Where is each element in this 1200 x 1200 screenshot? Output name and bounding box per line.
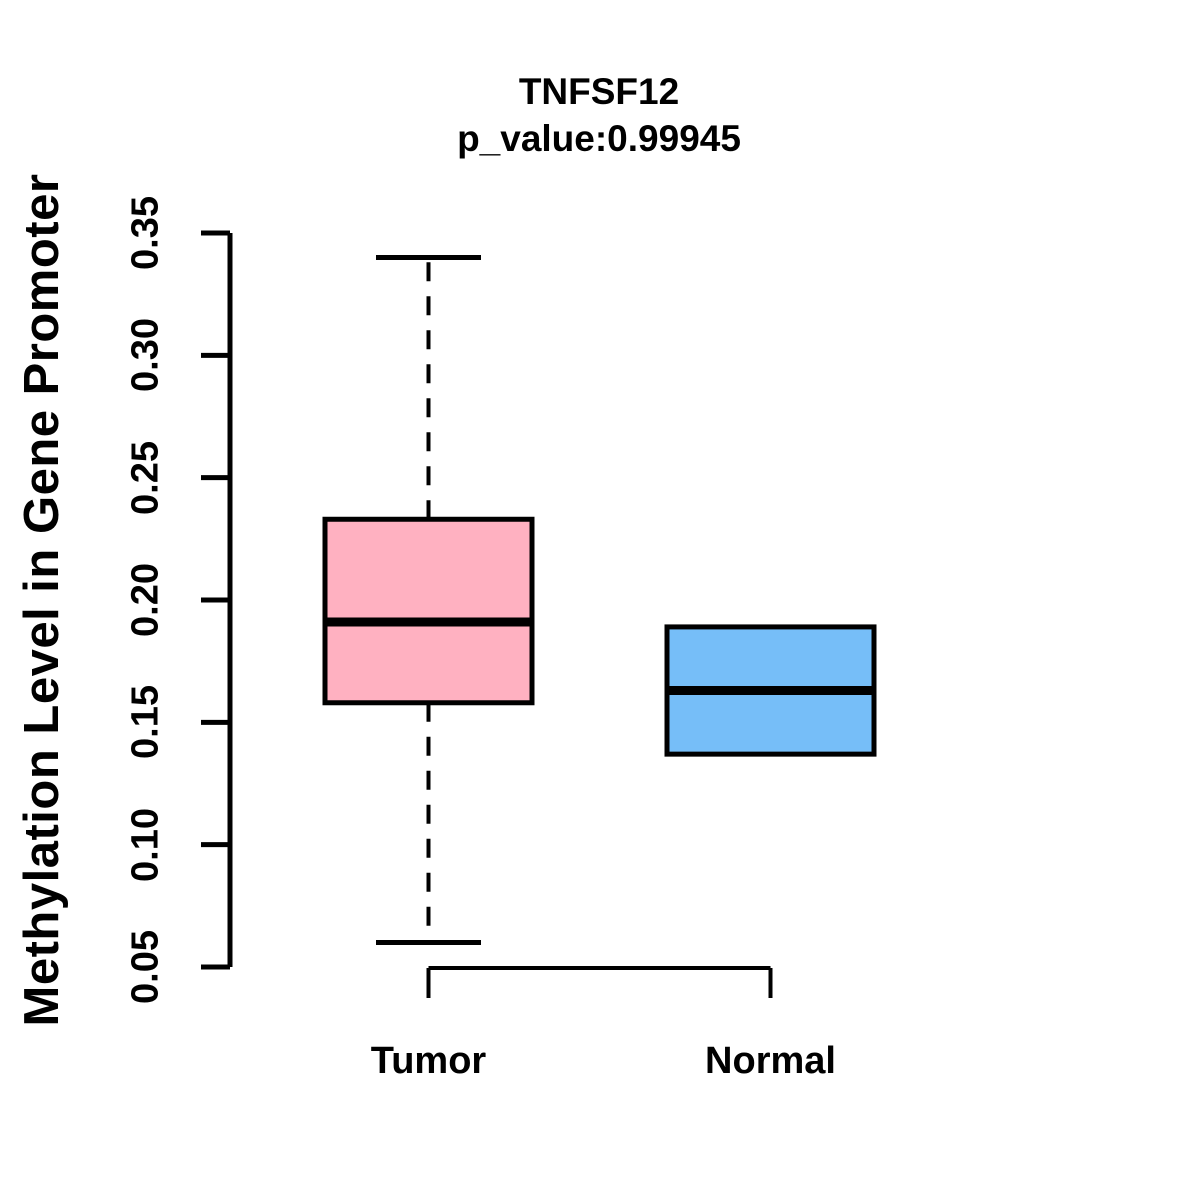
y-tick-label: 0.20 <box>124 563 167 637</box>
y-tick-label: 0.05 <box>124 930 167 1004</box>
y-tick-label: 0.15 <box>124 685 167 760</box>
x-category-label-tumor: Tumor <box>370 1040 487 1082</box>
y-tick-label: 0.35 <box>124 196 167 270</box>
tumor-box <box>322 516 535 706</box>
chart-title-block: TNFSF12 p_value:0.99945 <box>230 68 968 162</box>
chart-subtitle: p_value:0.99945 <box>457 118 741 159</box>
y-tick-label: 0.10 <box>124 807 167 882</box>
x-category-label-normal: Normal <box>705 1040 836 1082</box>
chart-title: TNFSF12 <box>518 71 680 112</box>
y-tick-label: 0.30 <box>124 318 167 393</box>
y-tick-label: 0.25 <box>124 440 167 515</box>
